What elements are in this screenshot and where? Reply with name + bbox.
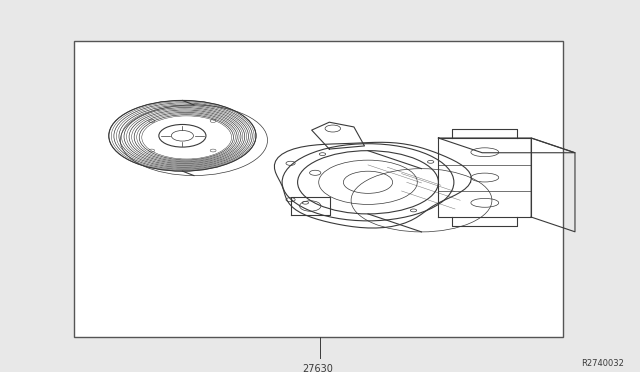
- Ellipse shape: [428, 160, 434, 163]
- Ellipse shape: [302, 201, 308, 204]
- Bar: [74, 41, 563, 337]
- Text: R2740032: R2740032: [581, 359, 624, 368]
- Ellipse shape: [319, 153, 326, 155]
- Text: 27630: 27630: [303, 364, 333, 372]
- Ellipse shape: [410, 209, 417, 212]
